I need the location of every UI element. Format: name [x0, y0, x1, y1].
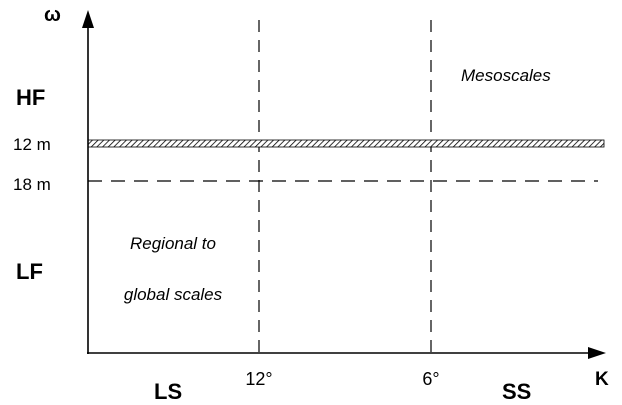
y-axis-arrowhead [82, 10, 94, 28]
lf-label: LF [16, 259, 43, 284]
hatched-band-12m [87, 139, 605, 148]
x-axis-label: K [595, 369, 609, 390]
ls-label: LS [154, 379, 182, 404]
y-tick-18m: 18 m [13, 175, 51, 194]
hf-label: HF [16, 85, 45, 110]
regional-label-line1: Regional to [130, 234, 216, 253]
ss-label: SS [502, 379, 531, 404]
y-axis-label: ω [44, 4, 61, 26]
x-tick-6deg: 6° [422, 369, 439, 389]
mesoscales-label: Mesoscales [461, 66, 551, 85]
regional-label-line2: global scales [124, 285, 223, 304]
y-tick-12m: 12 m [13, 135, 51, 154]
x-tick-12deg: 12° [245, 369, 272, 389]
x-axis-arrowhead [588, 347, 606, 359]
